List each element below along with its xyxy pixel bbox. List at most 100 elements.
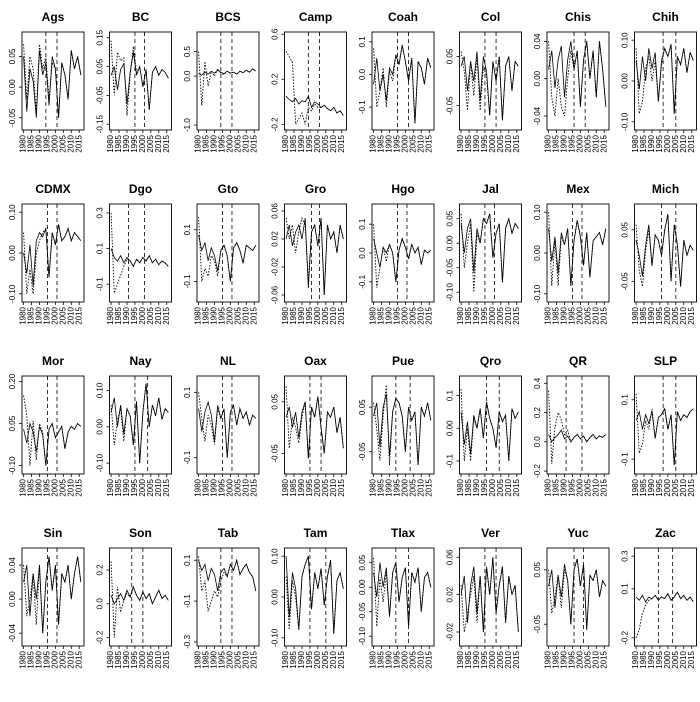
series-line: [110, 40, 169, 116]
y-tick-label: 0.2: [96, 564, 105, 576]
x-tick-label: 2000: [575, 134, 584, 152]
x-tick-label: 2000: [400, 650, 409, 668]
x-tick-label: 2015: [162, 306, 171, 324]
plot-frame: [634, 547, 697, 647]
x-tick-label: 2005: [408, 306, 417, 324]
x-tick-label: 1985: [464, 306, 473, 324]
series-line: [373, 562, 432, 627]
x-tick-label: 1995: [655, 306, 664, 324]
panel: Dgo-0.10.10.3198019851990199520002005201…: [96, 182, 172, 325]
series-line: [460, 213, 519, 283]
y-tick-label: 0.05: [8, 48, 17, 64]
x-tick-label: 2015: [424, 478, 433, 496]
x-tick-label: 1990: [472, 306, 481, 324]
y-tick-label: 0.06: [446, 549, 455, 565]
panel-title: Zac: [655, 526, 676, 540]
panel: Ver -0.02 0.02 0.06 198019851990199520002005…: [446, 526, 522, 669]
x-tick-label: 1985: [202, 650, 211, 668]
panel: Zac-0.20.10.3198019851990199520002005201…: [621, 526, 697, 669]
x-tick-label: 1985: [552, 650, 561, 668]
x-tick-label: 1980: [631, 306, 640, 324]
x-tick-label: 2005: [408, 650, 417, 668]
y-tick-label: -0.1: [446, 453, 455, 467]
series-line: [635, 591, 694, 638]
y-tick-label: -0.2: [533, 464, 542, 478]
x-tick-label: 2015: [512, 306, 521, 324]
x-tick-label: 2010: [66, 478, 75, 496]
y-tick-label: -0.10: [8, 456, 17, 475]
y-tick-label: -0.3: [183, 634, 192, 648]
x-tick-label: 2000: [488, 650, 497, 668]
series-line: [635, 214, 694, 287]
x-tick-label: 1980: [544, 650, 553, 668]
panel: NL -0.1 0.1 1980198519901995200020052010201…: [183, 354, 260, 497]
x-tick-label: 2005: [583, 306, 592, 324]
x-tick-label: 2015: [74, 650, 83, 668]
plot-frame: [284, 31, 347, 131]
panel-title: SLP: [654, 354, 677, 368]
x-tick-label: 2005: [671, 306, 680, 324]
y-tick-label: 0.00: [8, 591, 17, 607]
y-tick-label: 0.6: [271, 28, 280, 40]
x-tick-label: 2015: [424, 650, 433, 668]
x-tick-label: 2005: [321, 650, 330, 668]
panel-title: CDMX: [35, 182, 70, 196]
y-tick-label: 0.05: [96, 58, 105, 74]
panel: Sin -0.04 0.00 0.04 198019851990199520002005…: [8, 526, 85, 669]
x-tick-label: 2010: [329, 134, 338, 152]
x-tick-label: 1990: [647, 650, 656, 668]
y-tick-label: -0.04: [8, 624, 17, 643]
x-tick-label: 1995: [43, 306, 52, 324]
x-tick-label: 1985: [27, 650, 36, 668]
x-tick-label: 2015: [249, 134, 258, 152]
panel-title: Ver: [481, 526, 500, 540]
y-tick-label: 0.05: [533, 561, 542, 577]
panel-title: Oax: [304, 354, 327, 368]
y-tick-label: -0.05: [358, 442, 367, 461]
series-line: [285, 50, 344, 126]
x-tick-label: 1980: [631, 650, 640, 668]
series-line: [548, 558, 607, 630]
x-tick-label: 1980: [194, 650, 203, 668]
x-tick-label: 1995: [393, 478, 402, 496]
y-tick-label: 0.00: [621, 73, 630, 89]
x-tick-label: 1985: [202, 134, 211, 152]
x-tick-label: 1990: [472, 478, 481, 496]
x-tick-label: 2015: [599, 478, 608, 496]
x-tick-label: 2010: [679, 650, 688, 668]
x-tick-label: 1985: [202, 306, 211, 324]
x-tick-label: 2015: [599, 306, 608, 324]
x-tick-label: 2005: [233, 306, 242, 324]
x-tick-label: 2000: [225, 478, 234, 496]
y-tick-label: -0.1: [183, 450, 192, 464]
x-tick-label: 2015: [599, 134, 608, 152]
x-tick-label: 2010: [679, 478, 688, 496]
y-tick-label: -0.02: [271, 257, 280, 276]
x-tick-label: 1980: [631, 478, 640, 496]
x-tick-label: 2015: [687, 306, 696, 324]
x-tick-label: 2000: [313, 306, 322, 324]
x-tick-label: 1985: [114, 134, 123, 152]
panel: Col -0.05 0.05 1980198519901995200020052010…: [446, 10, 522, 153]
x-tick-label: 2000: [138, 478, 147, 496]
x-tick-label: 1990: [122, 650, 131, 668]
x-tick-label: 2010: [591, 478, 600, 496]
x-tick-label: 2015: [424, 306, 433, 324]
x-tick-label: 2005: [671, 650, 680, 668]
x-tick-label: 1985: [27, 134, 36, 152]
x-tick-label: 1990: [35, 306, 44, 324]
x-tick-label: 2000: [313, 134, 322, 152]
panel: Pue -0.05 0.05 1980198519901995200020052010…: [358, 354, 435, 497]
x-tick-label: 2010: [154, 306, 163, 324]
y-tick-label: -0.10: [358, 627, 367, 646]
panel-title: Jal: [482, 182, 499, 196]
x-tick-label: 2010: [504, 478, 513, 496]
x-tick-label: 1980: [281, 306, 290, 324]
panel: Chis -0.04 0.00 0.04 19801985199019952000200…: [533, 10, 610, 153]
y-tick-label: -0.2: [621, 630, 630, 644]
x-tick-label: 1990: [35, 478, 44, 496]
panel-title: Qro: [480, 354, 501, 368]
series-line: [548, 41, 607, 117]
x-tick-label: 1985: [114, 478, 123, 496]
plot-frame: [109, 203, 172, 303]
